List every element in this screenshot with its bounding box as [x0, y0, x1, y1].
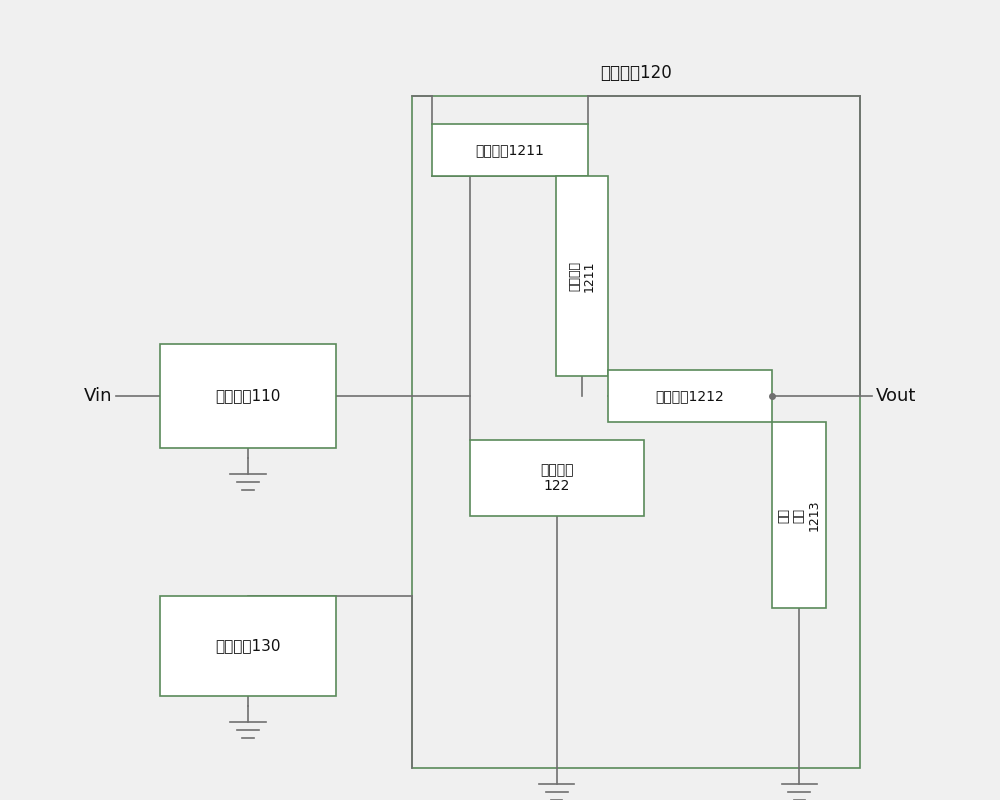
Bar: [160, 344, 336, 448]
Bar: [160, 596, 336, 696]
Text: 第一电容1211: 第一电容1211: [476, 143, 544, 157]
Bar: [470, 440, 644, 516]
Bar: [772, 422, 826, 608]
Text: 第一电容
1211: 第一电容 1211: [568, 260, 596, 292]
Text: 吸收电路120: 吸收电路120: [600, 64, 672, 82]
Text: Vin: Vin: [83, 387, 112, 405]
Text: 整流电路
122: 整流电路 122: [540, 463, 574, 493]
Text: 第二电容1212: 第二电容1212: [656, 389, 724, 403]
Text: 控制电路130: 控制电路130: [215, 638, 281, 654]
Bar: [608, 370, 772, 422]
Text: 第三
电容
1213: 第三 电容 1213: [778, 499, 821, 531]
Bar: [432, 124, 588, 176]
Bar: [556, 176, 608, 376]
Bar: [412, 96, 860, 768]
Text: 输入电路110: 输入电路110: [215, 389, 281, 403]
Text: Vout: Vout: [876, 387, 916, 405]
